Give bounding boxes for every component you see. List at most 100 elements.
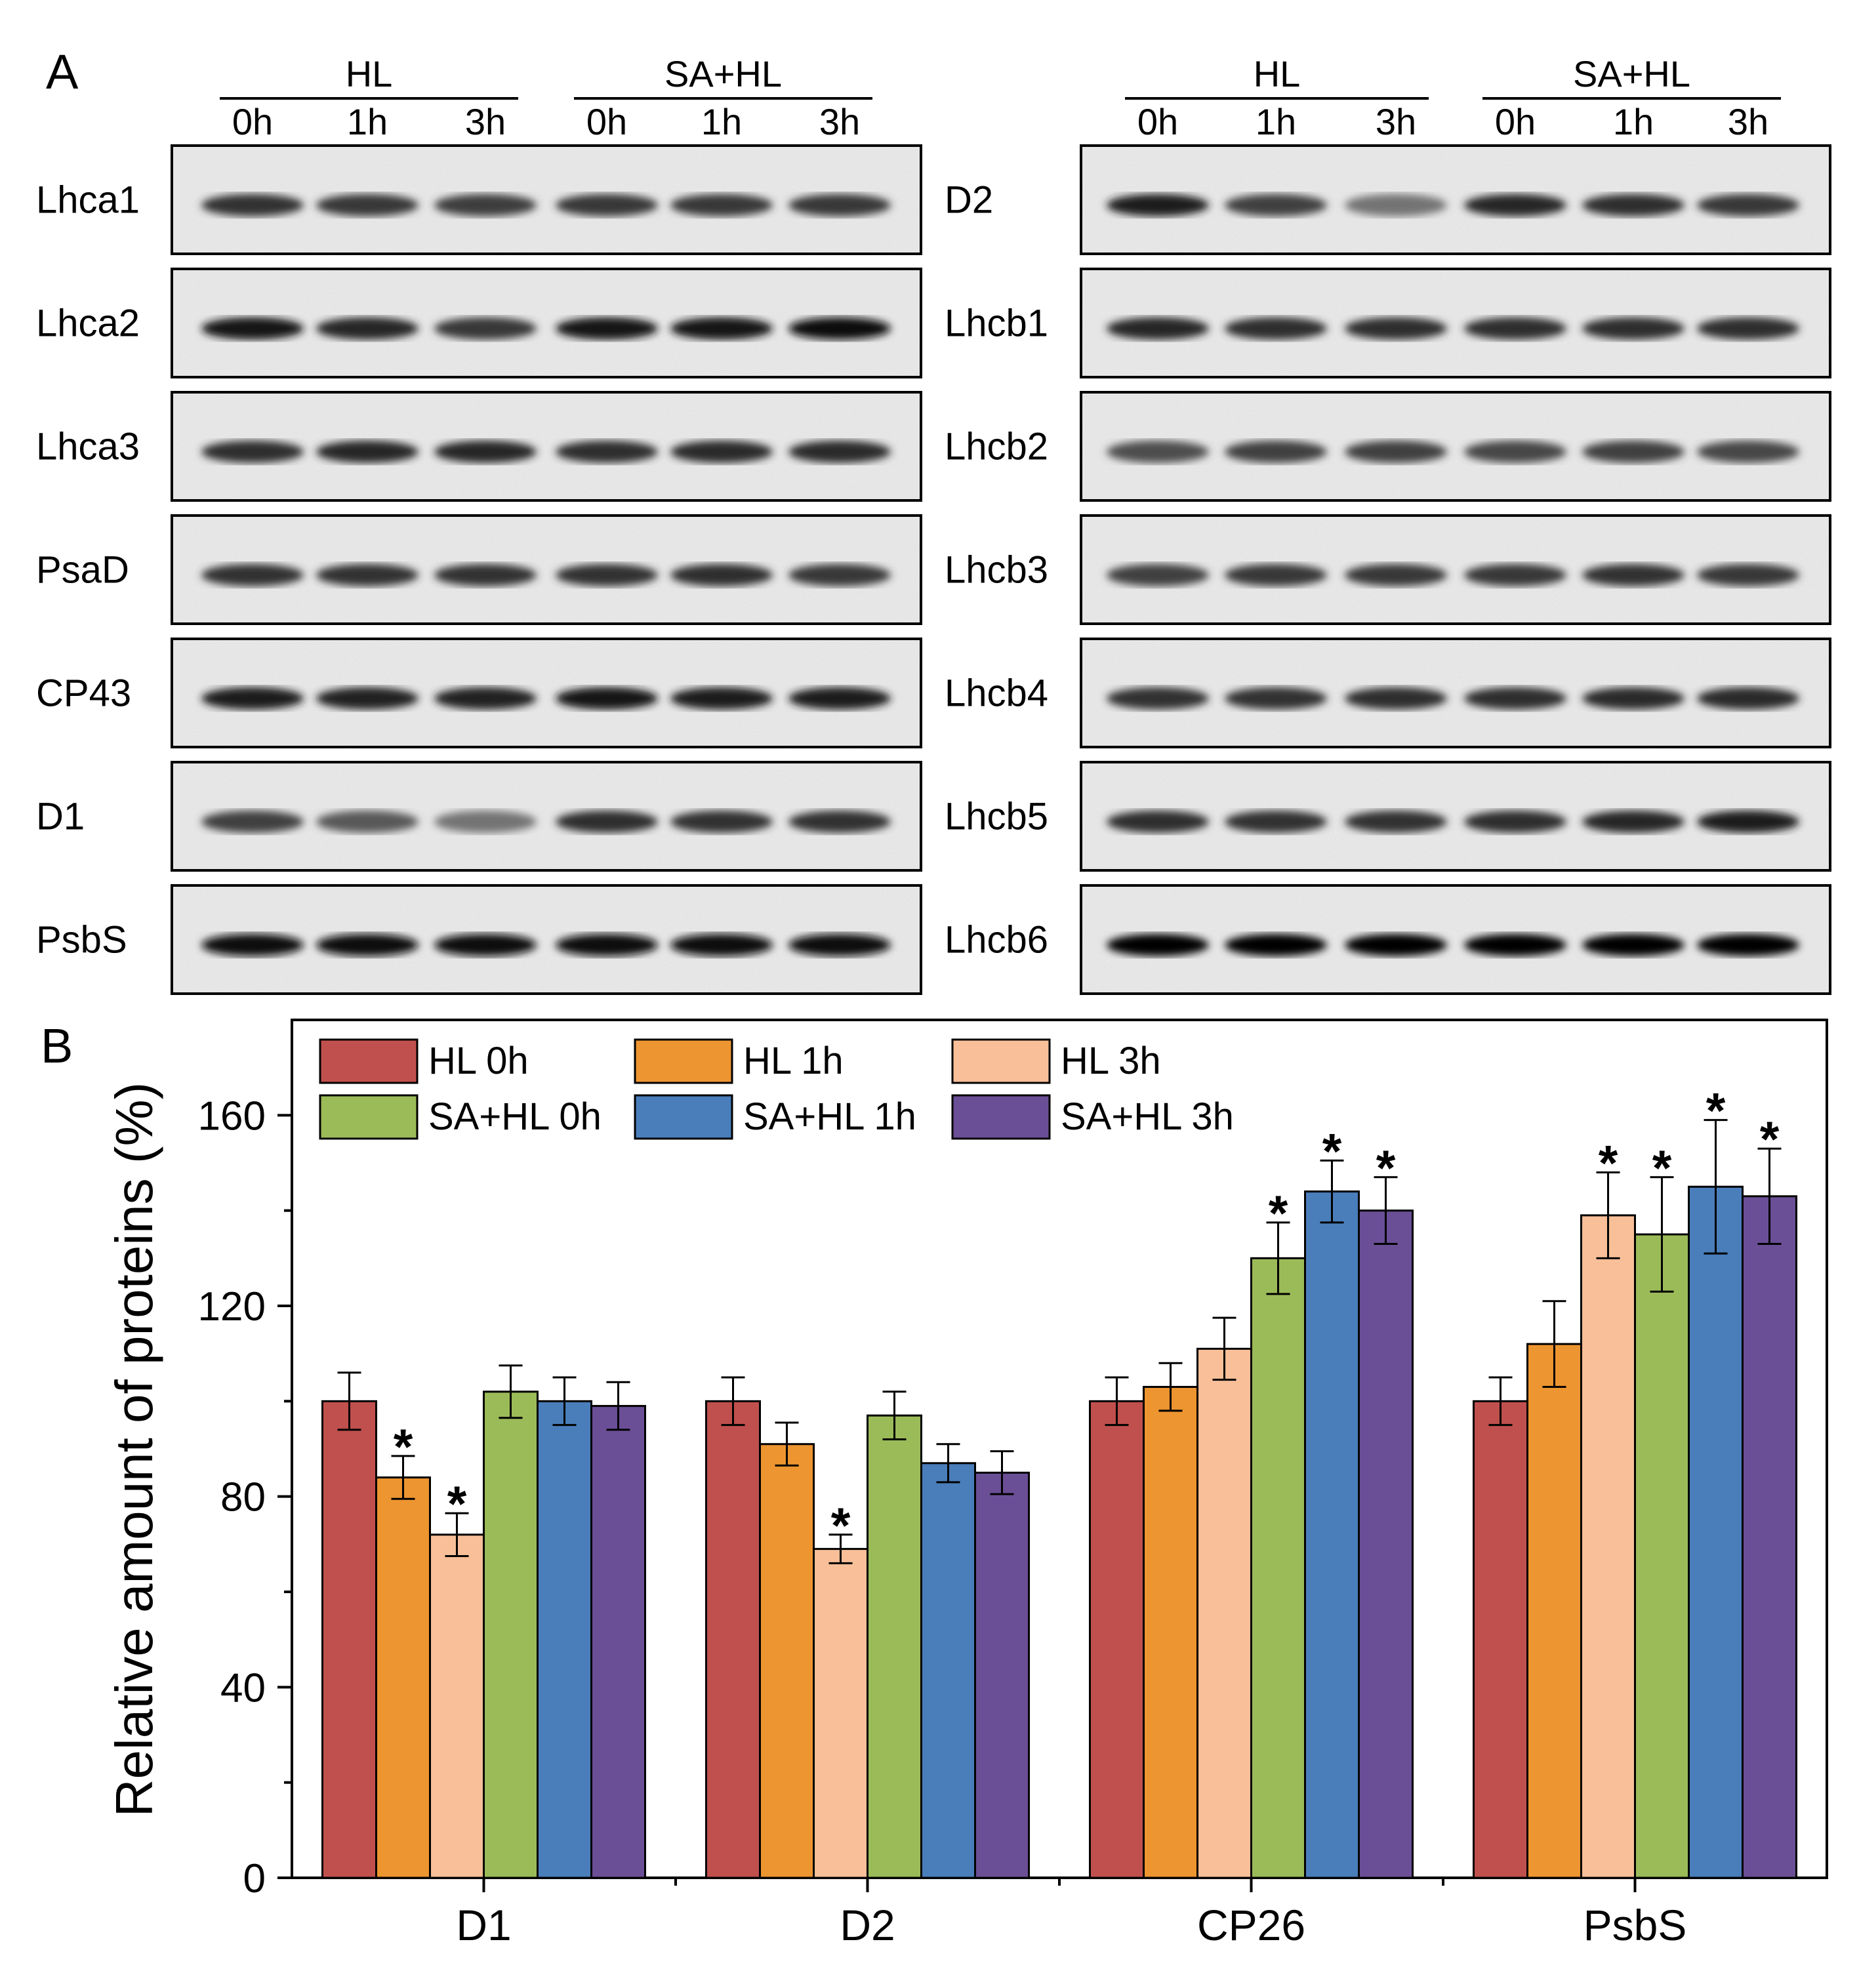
band-lhcb6-lane-1	[1225, 933, 1327, 956]
panel-a: A HL SA+HL 0h 1h 3h 0h 1h 3h HL SA+HL 0h 1h 3h 0h 1h 3…	[36, 45, 1831, 995]
bar-cp26-3	[1250, 1257, 1306, 1879]
lane-label-left-3: 0h	[586, 101, 627, 142]
band-cp43-lane-5	[788, 687, 891, 710]
significance-marker: *	[394, 1419, 413, 1475]
bar-d1-2	[429, 1533, 485, 1879]
band-lhcb3-lane-1	[1225, 563, 1327, 586]
band-d1-lane-5	[788, 810, 891, 833]
band-lhca1-lane-5	[788, 193, 891, 216]
band-lhcb2-lane-3	[1464, 440, 1566, 463]
band-lhcb1-lane-4	[1582, 317, 1685, 340]
legend-swatch-3	[319, 1094, 419, 1140]
legend-swatch-5	[951, 1094, 1051, 1140]
bar-d2-4	[920, 1462, 976, 1879]
band-lhcb6-lane-0	[1107, 933, 1209, 956]
band-lhcb6-lane-3	[1464, 933, 1566, 956]
blot-label-lhcb6: Lhcb6	[945, 918, 1048, 961]
blot-label-d1: D1	[36, 795, 85, 838]
band-lhcb3-lane-5	[1697, 563, 1799, 586]
band-lhcb1-lane-3	[1464, 317, 1566, 340]
bar-psbs-2	[1580, 1214, 1636, 1879]
blot-header-left: HL SA+HL 0h 1h 3h 0h 1h 3h	[220, 53, 872, 142]
band-lhcb5-lane-1	[1225, 810, 1327, 833]
lane-label-left-0: 0h	[232, 101, 273, 142]
band-lhcb1-lane-0	[1107, 317, 1209, 340]
band-d2-lane-1	[1225, 193, 1327, 216]
blot-column-left: Lhca1 Lhca2 Lhca3 PsaD CP43 D1 PsbS	[36, 144, 922, 995]
band-d1-lane-3	[556, 810, 658, 833]
legend: HL 0h HL 1h HL 3h SA+HL 0h SA+HL 1h SA+HL 3h	[319, 1038, 1234, 1140]
blot-label-psad: PsaD	[36, 548, 129, 591]
band-lhca3-lane-0	[201, 440, 304, 463]
band-psad-lane-0	[201, 563, 304, 586]
band-d1-lane-0	[201, 810, 304, 833]
band-lhcb5-lane-0	[1107, 810, 1209, 833]
y-axis: 0 40 80 120 160	[198, 1093, 292, 1901]
blot-label-lhca1: Lhca1	[36, 178, 140, 221]
bar-psbs-3	[1634, 1233, 1690, 1879]
bar-d1-0	[321, 1400, 377, 1879]
legend-swatch-2	[951, 1038, 1051, 1084]
band-d1-lane-1	[316, 810, 419, 833]
blot-label-lhcb1: Lhcb1	[945, 302, 1048, 344]
band-lhcb5-lane-3	[1464, 810, 1566, 833]
significance-marker: *	[1599, 1136, 1618, 1192]
band-lhca3-lane-5	[788, 440, 891, 463]
band-lhca2-lane-5	[788, 317, 891, 340]
panel-b: B 0 40 80 120 160 D1 D2 CP26 PsbS * * * * * * * * * * HL…	[41, 1019, 1828, 1949]
legend-label-1: HL 1h	[743, 1040, 844, 1082]
bar-d2-2	[813, 1548, 868, 1879]
group-label-left-0: HL	[346, 53, 393, 94]
panel-a-letter: A	[46, 45, 79, 99]
band-cp43-lane-2	[434, 687, 537, 710]
y-tick-label: 120	[198, 1284, 266, 1329]
lane-label-left-4: 1h	[701, 101, 742, 142]
x-category-label: D1	[456, 1901, 511, 1949]
blot-label-lhcb4: Lhcb4	[945, 672, 1048, 714]
blot-d2: D2	[945, 144, 1831, 255]
bar-d1-5	[590, 1405, 646, 1879]
band-lhcb4-lane-2	[1345, 687, 1447, 710]
blot-label-lhcb3: Lhcb3	[945, 548, 1048, 591]
band-d1-lane-2	[434, 810, 537, 833]
band-lhcb2-lane-4	[1582, 440, 1685, 463]
band-cp43-lane-3	[556, 687, 658, 710]
group-label-left-1: SA+HL	[664, 53, 782, 94]
lane-label-right-3: 0h	[1495, 101, 1536, 142]
y-tick-label: 0	[243, 1856, 266, 1901]
bar-d2-1	[759, 1443, 815, 1879]
band-lhcb2-lane-0	[1107, 440, 1209, 463]
blot-lhcb4: Lhcb4	[945, 638, 1831, 748]
bar-psbs-1	[1526, 1343, 1582, 1879]
lane-label-right-5: 3h	[1728, 101, 1768, 142]
blot-lhca2: Lhca2	[36, 268, 922, 378]
legend-label-0: HL 0h	[428, 1040, 529, 1082]
band-psbs-lane-1	[316, 933, 419, 956]
blot-label-lhcb5: Lhcb5	[945, 795, 1048, 838]
significance-marker: *	[1706, 1084, 1726, 1139]
band-psbs-lane-4	[670, 933, 773, 956]
band-lhcb1-lane-1	[1225, 317, 1327, 340]
band-lhca3-lane-2	[434, 440, 537, 463]
band-psbs-lane-5	[788, 933, 891, 956]
lane-label-right-1: 1h	[1256, 101, 1296, 142]
group-label-right-0: HL	[1254, 53, 1301, 94]
significance-marker: *	[1322, 1124, 1342, 1179]
band-cp43-lane-1	[316, 687, 419, 710]
band-lhcb2-lane-1	[1225, 440, 1327, 463]
y-tick-label: 160	[198, 1093, 266, 1139]
band-psad-lane-1	[316, 563, 419, 586]
y-axis-label: Relative amount of proteins (%)	[105, 1082, 163, 1817]
x-category-label: CP26	[1197, 1901, 1305, 1949]
blot-column-right: D2 Lhcb1 Lhcb2 Lhcb3 Lhcb4 Lhcb5 Lhcb6	[945, 144, 1831, 995]
band-lhca2-lane-3	[556, 317, 658, 340]
band-lhca1-lane-4	[670, 193, 773, 216]
band-lhcb4-lane-4	[1582, 687, 1685, 710]
blot-psad: PsaD	[36, 514, 922, 625]
blot-label-cp43: CP43	[36, 672, 131, 714]
bar-d1-3	[483, 1390, 539, 1879]
significance-marker: *	[1376, 1141, 1396, 1196]
band-psbs-lane-2	[434, 933, 537, 956]
x-category-label: PsbS	[1583, 1901, 1687, 1949]
band-d2-lane-0	[1107, 193, 1209, 216]
